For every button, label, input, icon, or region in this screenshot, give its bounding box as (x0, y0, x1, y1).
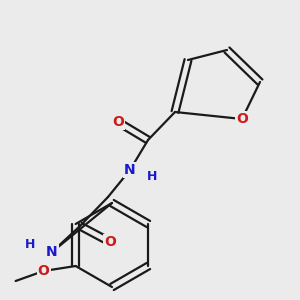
Text: N: N (46, 245, 58, 259)
Text: O: O (38, 264, 50, 278)
Text: O: O (104, 235, 116, 249)
Text: H: H (147, 169, 157, 182)
Text: H: H (25, 238, 35, 250)
Text: O: O (236, 112, 248, 126)
Text: N: N (124, 163, 136, 177)
Text: O: O (112, 115, 124, 129)
